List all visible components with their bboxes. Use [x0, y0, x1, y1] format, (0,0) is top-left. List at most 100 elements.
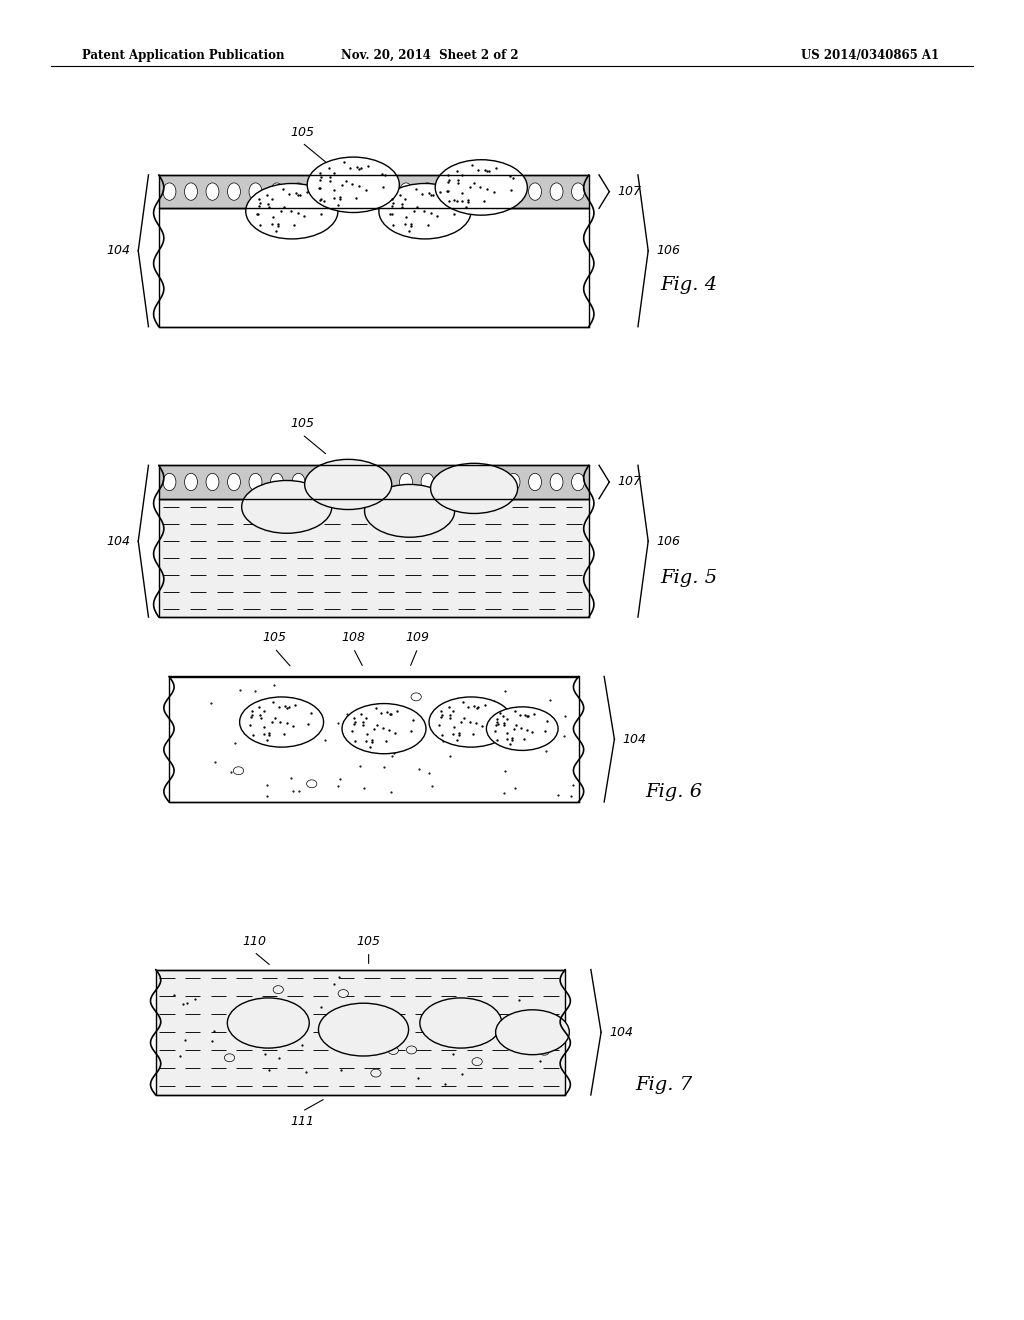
Ellipse shape	[270, 183, 284, 201]
Ellipse shape	[571, 474, 585, 491]
Text: 104: 104	[106, 535, 130, 548]
Text: 104: 104	[609, 1026, 633, 1039]
Text: 110: 110	[344, 594, 369, 607]
Ellipse shape	[307, 157, 399, 213]
Ellipse shape	[464, 183, 477, 201]
Text: 105: 105	[262, 631, 287, 644]
Ellipse shape	[485, 183, 499, 201]
Ellipse shape	[407, 1045, 417, 1053]
Ellipse shape	[306, 780, 316, 788]
Text: 106: 106	[656, 244, 680, 257]
Ellipse shape	[421, 183, 434, 201]
Ellipse shape	[233, 767, 244, 775]
Ellipse shape	[184, 183, 198, 201]
Ellipse shape	[184, 474, 198, 491]
Ellipse shape	[487, 1008, 498, 1016]
Ellipse shape	[249, 474, 262, 491]
Text: 111: 111	[290, 1115, 314, 1129]
Ellipse shape	[360, 1026, 371, 1034]
Bar	[159, 209, 589, 326]
Text: Fig. 5: Fig. 5	[660, 569, 718, 587]
Ellipse shape	[313, 474, 327, 491]
Ellipse shape	[442, 183, 456, 201]
Ellipse shape	[270, 474, 284, 491]
Ellipse shape	[399, 183, 413, 201]
Text: 109: 109	[252, 309, 276, 322]
Text: 107: 107	[617, 185, 641, 198]
Text: 104: 104	[623, 733, 646, 746]
Ellipse shape	[540, 1047, 550, 1055]
Text: 106: 106	[656, 535, 680, 548]
Ellipse shape	[163, 183, 176, 201]
Ellipse shape	[206, 183, 219, 201]
Ellipse shape	[429, 697, 513, 747]
Ellipse shape	[464, 474, 477, 491]
Ellipse shape	[342, 704, 426, 754]
Text: Patent Application Publication: Patent Application Publication	[82, 49, 285, 62]
Ellipse shape	[571, 183, 585, 201]
Ellipse shape	[411, 693, 421, 701]
Bar	[159, 174, 589, 209]
Ellipse shape	[273, 986, 284, 994]
Ellipse shape	[378, 474, 391, 491]
Ellipse shape	[371, 1069, 381, 1077]
Ellipse shape	[486, 708, 558, 750]
Text: Fig. 7: Fig. 7	[635, 1076, 692, 1094]
Ellipse shape	[497, 718, 507, 726]
Text: Fig. 6: Fig. 6	[645, 783, 702, 801]
Ellipse shape	[507, 474, 520, 491]
Ellipse shape	[472, 1057, 482, 1065]
Ellipse shape	[359, 742, 370, 750]
Ellipse shape	[421, 474, 434, 491]
Ellipse shape	[356, 183, 370, 201]
Ellipse shape	[227, 183, 241, 201]
Ellipse shape	[240, 697, 324, 747]
Text: 107: 107	[617, 475, 641, 488]
Ellipse shape	[305, 459, 391, 510]
Ellipse shape	[496, 1010, 569, 1055]
Text: 109: 109	[406, 631, 430, 644]
Ellipse shape	[420, 998, 502, 1048]
Ellipse shape	[356, 474, 370, 491]
Ellipse shape	[507, 183, 520, 201]
Bar	[169, 676, 579, 801]
Text: 105: 105	[290, 417, 314, 430]
Bar	[159, 499, 589, 618]
Ellipse shape	[375, 706, 385, 714]
Ellipse shape	[249, 183, 262, 201]
Ellipse shape	[471, 730, 481, 738]
Ellipse shape	[163, 474, 176, 491]
Ellipse shape	[435, 160, 527, 215]
Ellipse shape	[292, 474, 305, 491]
Ellipse shape	[365, 484, 455, 537]
Ellipse shape	[388, 1047, 398, 1055]
Bar	[159, 466, 589, 499]
Ellipse shape	[431, 463, 518, 513]
Text: 111: 111	[290, 594, 314, 607]
Ellipse shape	[227, 998, 309, 1048]
Ellipse shape	[224, 1053, 234, 1061]
Ellipse shape	[227, 474, 241, 491]
Ellipse shape	[246, 183, 338, 239]
Text: Fig. 4: Fig. 4	[660, 276, 718, 294]
Ellipse shape	[378, 183, 391, 201]
Text: US 2014/0340865 A1: US 2014/0340865 A1	[802, 49, 939, 62]
Text: 104: 104	[106, 244, 130, 257]
Text: 105: 105	[290, 125, 314, 139]
Ellipse shape	[318, 1003, 409, 1056]
Ellipse shape	[242, 480, 332, 533]
Ellipse shape	[550, 474, 563, 491]
Ellipse shape	[206, 474, 219, 491]
Text: 110: 110	[242, 935, 266, 948]
Ellipse shape	[338, 990, 348, 998]
Ellipse shape	[335, 474, 348, 491]
Ellipse shape	[452, 709, 462, 717]
Ellipse shape	[335, 183, 348, 201]
Text: 105: 105	[356, 935, 381, 948]
Ellipse shape	[485, 474, 499, 491]
Ellipse shape	[399, 474, 413, 491]
Bar	[156, 969, 565, 1096]
Text: Nov. 20, 2014  Sheet 2 of 2: Nov. 20, 2014 Sheet 2 of 2	[341, 49, 519, 62]
Ellipse shape	[528, 474, 542, 491]
Ellipse shape	[379, 183, 471, 239]
